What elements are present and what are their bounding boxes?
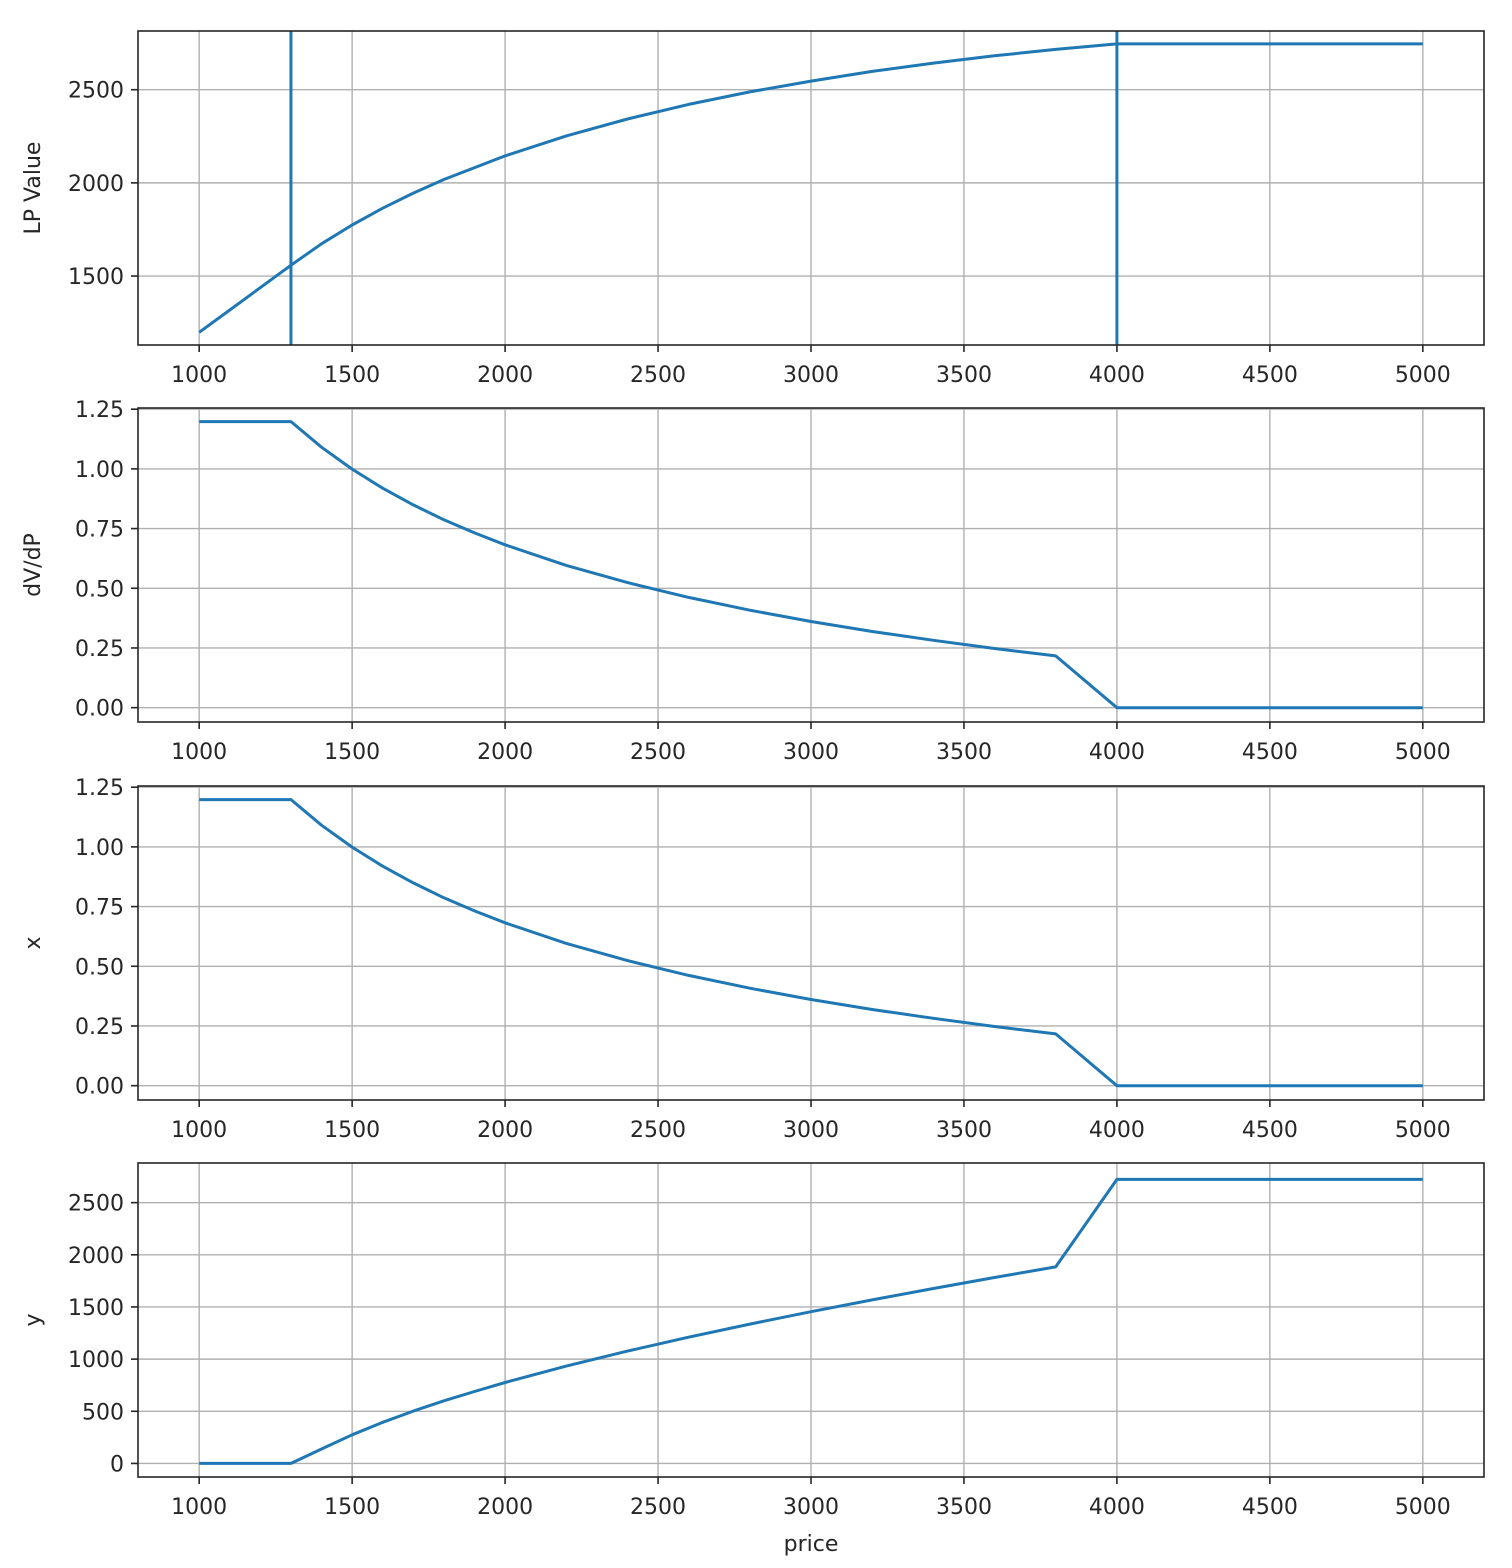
x-tick-label: 4000 — [1089, 363, 1145, 388]
y-tick-label: 0.75 — [75, 518, 124, 543]
x-tick-label: 4000 — [1089, 1495, 1145, 1520]
x-tick-label: 3000 — [783, 1495, 839, 1520]
y-tick-label: 2000 — [68, 1244, 124, 1269]
x-tick-label: 2500 — [630, 1495, 686, 1520]
y-axis-label: x — [21, 936, 46, 949]
x-tick-label: 1500 — [324, 363, 380, 388]
x-tick-label: 2000 — [477, 1118, 533, 1143]
x-tick-label: 3500 — [936, 740, 992, 765]
x-tick-label: 2500 — [630, 1118, 686, 1143]
y-axis-label: y — [21, 1313, 46, 1326]
x-tick-label: 1000 — [171, 363, 227, 388]
y-tick-label: 2000 — [68, 172, 124, 197]
x-tick-label: 2000 — [477, 740, 533, 765]
subplot-2: 1000 1500 2000 2500 3000 3500 4000 4500 5000 0.00… — [21, 398, 1485, 765]
series-line-1 — [199, 798, 1423, 1088]
y-tick-label: 500 — [82, 1400, 124, 1425]
series-line-1 — [199, 420, 1423, 710]
x-tick-label: 4000 — [1089, 1118, 1145, 1143]
x-tick-label: 1000 — [171, 740, 227, 765]
x-tick-label: 3000 — [783, 1118, 839, 1143]
y-tick-label: 2500 — [68, 1192, 124, 1217]
y-tick-label: 1500 — [68, 1296, 124, 1321]
y-tick-label: 1000 — [68, 1348, 124, 1373]
y-tick-label: 0.50 — [75, 577, 124, 602]
x-tick-label: 3000 — [783, 740, 839, 765]
y-axis-label: LP Value — [21, 142, 46, 235]
series-line-1 — [198, 42, 1423, 334]
x-tick-label: 2500 — [630, 740, 686, 765]
y-tick-label: 1.00 — [75, 836, 124, 861]
x-tick-label: 4500 — [1242, 363, 1298, 388]
x-tick-label: 3500 — [936, 1118, 992, 1143]
subplot-3: 1000 1500 2000 2500 3000 3500 4000 4500 5000 0.00… — [21, 776, 1485, 1143]
y-tick-label: 0 — [110, 1452, 124, 1477]
x-tick-label: 1500 — [324, 740, 380, 765]
y-tick-label: 0.25 — [75, 637, 124, 662]
y-tick-label: 0.75 — [75, 896, 124, 921]
x-tick-label: 5000 — [1395, 363, 1451, 388]
x-tick-label: 5000 — [1395, 740, 1451, 765]
series-line-1 — [199, 1177, 1423, 1465]
x-tick-label: 5000 — [1395, 1495, 1451, 1520]
x-tick-label: 2000 — [477, 1495, 533, 1520]
x-tick-label: 4500 — [1242, 1495, 1298, 1520]
x-tick-label: 1000 — [171, 1118, 227, 1143]
y-tick-label: 0.00 — [75, 697, 124, 722]
subplot-4: 1000 1500 2000 2500 3000 3500 4000 4500 5000 0 500… — [21, 1162, 1485, 1557]
x-tick-label: 3500 — [936, 1495, 992, 1520]
y-tick-label: 1.25 — [75, 398, 124, 423]
x-tick-label: 3000 — [783, 363, 839, 388]
x-tick-label: 2500 — [630, 363, 686, 388]
y-tick-label: 1.25 — [75, 776, 124, 801]
y-tick-label: 0.25 — [75, 1015, 124, 1040]
y-tick-label: 0.50 — [75, 955, 124, 980]
y-tick-label: 0.00 — [75, 1075, 124, 1100]
y-tick-label: 1500 — [68, 265, 124, 290]
y-tick-label: 2500 — [68, 79, 124, 104]
subplot-1: 1000 1500 2000 2500 3000 3500 4000 4500 5000 1500… — [21, 30, 1485, 388]
x-tick-label: 1500 — [324, 1495, 380, 1520]
y-tick-label: 1.00 — [75, 458, 124, 483]
y-axis-label: dV/dP — [21, 533, 46, 597]
x-tick-label: 2000 — [477, 363, 533, 388]
x-tick-label: 4500 — [1242, 740, 1298, 765]
x-tick-label: 3500 — [936, 363, 992, 388]
x-tick-label: 5000 — [1395, 1118, 1451, 1143]
x-tick-label: 4500 — [1242, 1118, 1298, 1143]
x-tick-label: 4000 — [1089, 740, 1145, 765]
x-tick-label: 1500 — [324, 1118, 380, 1143]
x-axis-label: price — [784, 1532, 839, 1557]
x-tick-label: 1000 — [171, 1495, 227, 1520]
